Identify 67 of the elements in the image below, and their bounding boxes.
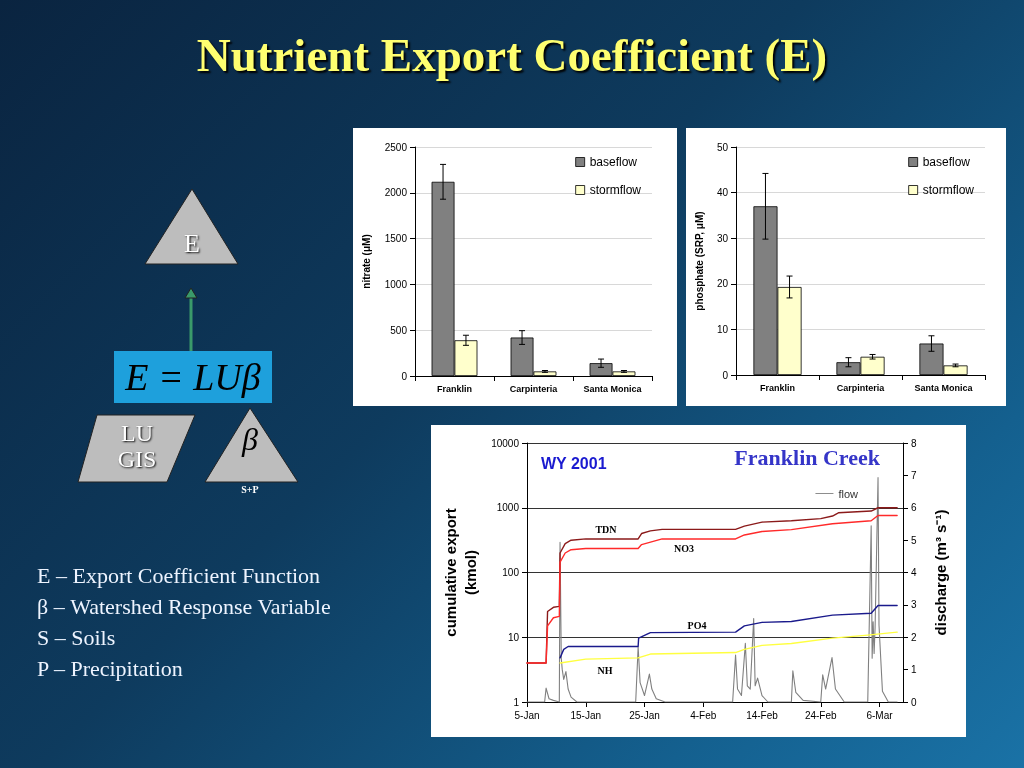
y-tick-label: 2500 <box>384 141 408 153</box>
y-tick-label: 1 <box>513 696 520 708</box>
y2-tick-label: 7 <box>911 469 917 481</box>
annotation: NO3 <box>674 542 694 554</box>
y-axis-title: cumulative export (kmol) <box>441 508 479 637</box>
chart-title: Franklin Creek <box>734 444 881 470</box>
y-tick-label: 0 <box>401 370 408 382</box>
annotation: WY 2001 <box>541 454 607 472</box>
x-tick-label: Franklin <box>759 382 796 393</box>
y-tick-label: 10 <box>716 323 729 335</box>
text: LU GIS <box>116 420 158 472</box>
y2-tick-label: 2 <box>911 631 917 643</box>
line-series <box>559 604 898 659</box>
y-tick-label: 1000 <box>496 502 520 514</box>
y-tick-label: 20 <box>716 278 729 290</box>
y-axis-title: nitrate (μM) <box>360 234 372 289</box>
x-tick-label: Carpinteria <box>836 382 886 393</box>
y-tick-label: 0 <box>722 369 729 381</box>
text: P – Precipitation <box>37 656 183 682</box>
legend-label: stormflow <box>589 183 642 197</box>
x-tick-label: 5-Jan <box>514 709 540 721</box>
text: β <box>240 421 259 458</box>
x-tick-label: 14-Feb <box>746 709 779 721</box>
x-tick-label: 15-Jan <box>570 709 602 721</box>
y-tick-label: 500 <box>390 324 408 336</box>
text: E – Export Coefficient Function <box>37 563 321 589</box>
x-tick-label: Carpinteria <box>509 383 559 394</box>
line-series <box>526 477 898 703</box>
annotation: NH <box>597 664 613 676</box>
y2-tick-label: 5 <box>911 534 917 546</box>
text: β – Watershed Response Variable <box>37 594 331 620</box>
text: E = LUβ <box>124 355 262 399</box>
legend-label: baseflow <box>922 155 971 169</box>
y2-tick-label: 8 <box>911 437 917 449</box>
y2-tick-label: 6 <box>911 502 917 514</box>
x-tick-label: Franklin <box>436 383 473 394</box>
x-tick-label: Santa Monica <box>914 382 974 393</box>
y-tick-label: 30 <box>716 232 729 244</box>
y-tick-label: 50 <box>716 141 729 153</box>
y2-tick-label: 0 <box>911 696 917 708</box>
annotation: TDN <box>595 523 618 535</box>
y2-tick-label: 1 <box>911 664 917 676</box>
text: S – Soils <box>37 625 116 651</box>
y-tick-label: 2000 <box>384 187 408 199</box>
x-tick-label: 6-Mar <box>866 709 894 721</box>
line-series <box>559 631 898 664</box>
y2-axis-title: discharge (m³ s⁻¹) <box>932 509 949 636</box>
y-axis-title: phosphate (SRP, μM) <box>693 211 705 311</box>
legend-label: flow <box>838 487 859 500</box>
y2-tick-label: 4 <box>911 567 917 578</box>
x-tick-label: 4-Feb <box>690 709 717 721</box>
text: E <box>183 229 201 259</box>
text: S+P <box>240 484 260 495</box>
x-tick-label: 25-Jan <box>629 709 660 721</box>
x-tick-label: Santa Monica <box>583 383 643 394</box>
legend-label: stormflow <box>922 183 975 197</box>
y-tick-label: 100 <box>502 567 520 578</box>
x-tick-label: 24-Feb <box>804 709 838 721</box>
y-tick-label: 40 <box>716 187 729 199</box>
y2-tick-label: 3 <box>911 599 917 611</box>
legend-label: baseflow <box>589 155 638 169</box>
y-tick-label: 10000 <box>491 437 520 449</box>
text: Nutrient Export Coefficient (E) <box>195 28 829 82</box>
y-tick-label: 1000 <box>384 278 408 290</box>
annotation: PO4 <box>687 619 707 631</box>
y-tick-label: 1500 <box>384 233 408 245</box>
y-tick-label: 10 <box>507 631 520 643</box>
